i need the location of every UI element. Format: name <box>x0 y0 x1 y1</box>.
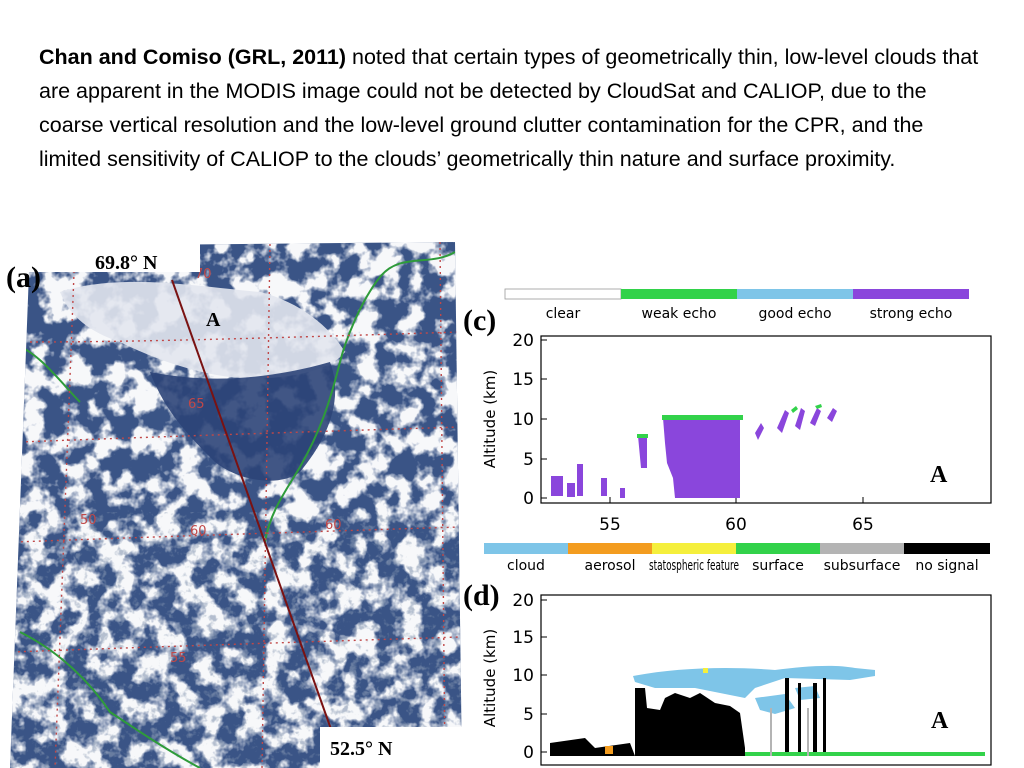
legend-weak-echo-swatch <box>621 289 737 299</box>
legend-good-echo-label: good echo <box>758 306 831 322</box>
legend-stratospheric-swatch <box>652 543 736 554</box>
caliop-y-axis-title: Altitude (km) <box>481 629 499 727</box>
x-tick: 55 <box>599 515 621 535</box>
grid-label: 55 <box>170 651 187 666</box>
strong-echo-surface-patch <box>577 464 583 496</box>
open-sea-dark-region <box>150 362 336 481</box>
surface-return-line <box>745 752 985 756</box>
white-sea-cloud-deck <box>60 281 345 379</box>
lat-lon-grid <box>11 242 461 768</box>
weak-echo-right-streaks <box>791 404 822 413</box>
cloudsat-plot: clear weak echo good echo strong echo (c… <box>463 288 992 535</box>
legend-weak-echo-label: weak echo <box>642 306 717 322</box>
x-tick: 65 <box>852 515 874 535</box>
caliop-plot: cloud aerosol statospheric feature surfa… <box>463 543 992 766</box>
legend-clear-label: clear <box>546 306 581 322</box>
no-signal-low-block <box>635 688 745 756</box>
cloud-shadow-texture <box>10 512 462 768</box>
bottom-latitude-label: 52.5° N <box>330 738 393 760</box>
y-tick: 10 <box>512 410 534 430</box>
paragraph-body: noted that certain types of geometricall… <box>39 45 979 171</box>
legend-strong-echo-swatch <box>853 289 969 299</box>
weak-echo-cloud-top <box>662 415 743 420</box>
grid-label: 60 <box>325 518 342 533</box>
grid-label: 65 <box>188 397 205 412</box>
modis-image-panel: 70 65 60 60 50 55 (a) 69.8° N 52.5° N A <box>0 232 462 768</box>
x-tick: 60 <box>725 515 747 535</box>
strong-echo-surface-patch <box>567 483 575 497</box>
y-tick: 20 <box>512 591 534 611</box>
caliop-feature-mask <box>550 665 985 756</box>
legend-cloud-label: cloud <box>507 558 545 574</box>
caliop-axis-ticks <box>541 599 547 753</box>
modis-image: 70 65 60 60 50 55 (a) 69.8° N 52.5° N A <box>0 232 462 768</box>
strong-echo-main-block <box>663 418 740 498</box>
legend-surface-label: surface <box>752 558 804 574</box>
y-tick: 10 <box>512 666 534 686</box>
legend-no-signal-label: no signal <box>915 558 978 574</box>
panel-d-letter: (d) <box>463 579 500 612</box>
grid-labels: 70 65 60 60 50 55 <box>80 267 342 666</box>
cloudsat-echo-mask <box>551 404 837 498</box>
caliop-panel: cloud aerosol statospheric feature surfa… <box>455 538 1000 768</box>
panel-a-letter: (a) <box>6 261 41 294</box>
weak-echo-left-column <box>637 434 648 438</box>
subsurface-column <box>807 708 809 756</box>
aerosol-surface-patch <box>605 746 613 754</box>
cloudsat-legend: clear weak echo good echo strong echo <box>504 288 969 322</box>
strong-echo-left-column <box>638 436 647 468</box>
y-tick: 0 <box>523 743 534 763</box>
strong-echo-surface-patch <box>620 488 625 498</box>
cloudsat-point-a-label: A <box>930 462 948 488</box>
y-tick: 15 <box>512 370 534 390</box>
point-a-label: A <box>206 309 221 331</box>
cloudsat-plot-frame <box>540 335 992 504</box>
caliop-plot-frame <box>540 594 992 766</box>
legend-aerosol-label: aerosol <box>585 558 636 574</box>
top-latitude-label: 69.8° N <box>95 252 158 274</box>
legend-subsurface-label: subsurface <box>824 558 901 574</box>
y-tick: 5 <box>523 450 534 470</box>
caliop-point-a-label: A <box>931 708 949 734</box>
legend-aerosol-swatch <box>568 543 652 554</box>
y-tick: 5 <box>523 705 534 725</box>
y-tick: 15 <box>512 628 534 648</box>
cloudsat-panel: clear weak echo good echo strong echo (c… <box>455 278 1000 540</box>
legend-strong-echo-label: strong echo <box>870 306 953 322</box>
label-backdrop-top <box>0 232 200 272</box>
strong-echo-surface-patch <box>601 478 607 496</box>
stratospheric-feature-patch <box>703 668 708 673</box>
panel-c-letter: (c) <box>463 304 496 337</box>
satellite-track <box>171 279 333 733</box>
no-signal-column <box>785 678 789 756</box>
no-signal-column <box>798 683 801 756</box>
caliop-legend: cloud aerosol statospheric feature surfa… <box>484 543 990 574</box>
cloudsat-axis-ticks <box>541 339 864 503</box>
no-signal-column <box>813 683 817 756</box>
grid-label: 50 <box>80 513 97 528</box>
legend-clear-swatch <box>504 288 622 300</box>
slide-paragraph: Chan and Comiso (GRL, 2011) noted that c… <box>39 40 989 176</box>
legend-stratospheric-label: statospheric feature <box>649 558 739 574</box>
legend-good-echo-swatch <box>737 289 853 299</box>
cloudsat-y-axis-title: Altitude (km) <box>481 370 499 468</box>
citation-lead: Chan and Comiso (GRL, 2011) <box>39 45 347 69</box>
y-tick: 20 <box>512 331 534 351</box>
label-backdrop-bottom <box>320 727 462 768</box>
legend-subsurface-swatch <box>820 543 904 554</box>
legend-surface-swatch <box>736 543 820 554</box>
no-signal-near-surface <box>550 738 635 756</box>
cloud-layer-upper <box>633 665 875 698</box>
legend-no-signal-swatch <box>904 543 990 554</box>
legend-cloud-swatch <box>484 543 568 554</box>
strong-echo-surface-patch <box>551 476 563 496</box>
y-tick: 0 <box>523 489 534 509</box>
grid-label: 60 <box>190 524 207 539</box>
no-signal-column <box>823 678 826 756</box>
strong-echo-right-streaks <box>755 408 837 440</box>
subsurface-column <box>770 708 772 756</box>
